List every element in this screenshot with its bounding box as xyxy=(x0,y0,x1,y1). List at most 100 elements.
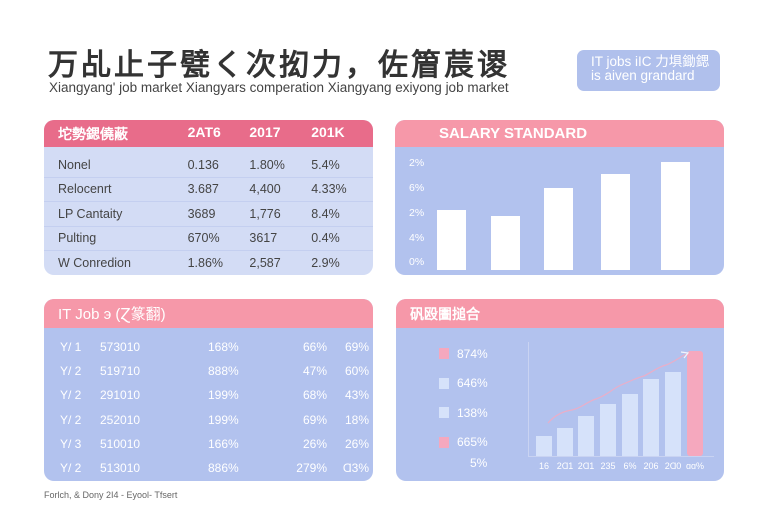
page-title: 万乩止子甓く次抝力，佐篃莀谡 xyxy=(48,48,510,83)
cell: 18% xyxy=(344,412,369,427)
cell: 199% xyxy=(208,388,239,403)
cell: 69% xyxy=(302,412,327,427)
trend-bar xyxy=(643,379,659,456)
cell: 888% xyxy=(208,364,239,379)
table-row: Y/ 3 510010 166% 26% 26% xyxy=(44,432,373,456)
y-tick-label: 6% xyxy=(409,182,425,194)
footer-text: Forlch, & Dony 2I4 - Eyool- Tfsert xyxy=(44,490,178,500)
cell: 3617 xyxy=(249,231,278,246)
cell: 0.136 xyxy=(187,157,219,172)
x-tick-label: 6% xyxy=(623,461,637,471)
cell: 66% xyxy=(302,340,327,355)
cell: 199% xyxy=(208,412,239,427)
trend-bar xyxy=(665,372,681,456)
table-row: W Conredion 1.86% 2,587 2.9% xyxy=(44,251,373,275)
cell: 4.33% xyxy=(311,182,347,197)
y-tick-label: 2% xyxy=(409,157,425,169)
cell: Y/ 2 xyxy=(60,461,82,476)
trend-bar xyxy=(578,416,594,456)
growth-table-title: 坨勢鍶僥蔽 xyxy=(58,125,128,142)
row-label: Pulting xyxy=(58,231,97,246)
y-tick-label: 4% xyxy=(409,232,425,244)
legend-label: 874% xyxy=(457,346,488,361)
table-row: Y/ 2 513010 886% 279% Ɑ3% xyxy=(44,456,373,480)
row-label: LP Cantaity xyxy=(58,206,123,221)
x-tick-label: 2Ɑ1 xyxy=(556,461,574,471)
cell: 1.80% xyxy=(249,157,285,172)
column-header: 2017 xyxy=(249,123,281,140)
page-subtitle: Xiangyang' job market Xiangyars comperat… xyxy=(49,80,509,95)
cell: 60% xyxy=(344,364,369,379)
trend-bar xyxy=(600,404,616,456)
salary-bar xyxy=(491,216,520,270)
cell: Y/ 2 xyxy=(60,364,82,379)
legend-swatch xyxy=(439,407,449,419)
trend-bar xyxy=(622,394,638,456)
cell: 279% xyxy=(296,461,327,476)
x-tick-label: 16 xyxy=(538,461,549,471)
trend-bar xyxy=(557,428,573,456)
y-tick-label: 2% xyxy=(409,207,425,219)
legend-item: 138% xyxy=(439,398,488,428)
legend-swatch xyxy=(439,436,449,448)
cell: 68% xyxy=(302,388,327,403)
x-tick-label: 235 xyxy=(600,461,616,471)
cell: 69% xyxy=(344,340,369,355)
legend-swatch xyxy=(439,348,449,360)
legend-label: 665% xyxy=(457,435,488,450)
y-tick-label: 0% xyxy=(409,256,425,268)
legend-footer: 5% xyxy=(470,456,488,470)
cell: 519710 xyxy=(100,364,141,379)
salary-standard-header: SALARY STANDARD xyxy=(395,120,724,147)
cell: 43% xyxy=(344,388,369,403)
column-header: 2AT6 xyxy=(187,123,221,140)
column-header: 201K xyxy=(311,123,345,140)
table-row: Y/ 2 291010 199% 68% 43% xyxy=(44,383,373,407)
row-label: Relocenrt xyxy=(58,182,112,197)
x-tick-label: 2Ɑ0 xyxy=(664,461,682,471)
cell: 510010 xyxy=(100,436,141,451)
row-label: Nonel xyxy=(58,157,91,172)
salary-bar xyxy=(437,210,466,270)
cell: 1.86% xyxy=(187,256,224,271)
salary-bar xyxy=(601,174,630,270)
cell: Y/ 2 xyxy=(60,412,82,427)
cell: 1,776 xyxy=(249,206,281,221)
badge-line-2: is aiven grandard xyxy=(591,68,695,83)
growth-table-header: 坨勢鍶僥蔽 2AT6 2017 201K xyxy=(44,120,373,147)
table-row: Pulting 670% 3617 0.4% xyxy=(44,227,373,251)
table-row: Nonel 0.136 1.80% 5.4% xyxy=(44,153,373,178)
it-jobs-panel: IT Job э (Ɀ篆翻) Y/ 1 573010 168% 66% 69% … xyxy=(44,299,373,481)
cell: 3.687 xyxy=(187,182,219,197)
cell: Ɑ3% xyxy=(342,461,369,476)
cell: 2.9% xyxy=(311,256,340,271)
salary-standard-panel: SALARY STANDARD 2% 6% 2% 4% 0% xyxy=(395,120,724,275)
cell: 2,587 xyxy=(249,256,281,271)
cell: 168% xyxy=(208,340,239,355)
cell: 166% xyxy=(208,436,239,451)
trend-bar-highlight xyxy=(687,351,703,456)
table-row: Y/ 2 252010 199% 69% 18% xyxy=(44,408,373,432)
cell: Y/ 3 xyxy=(60,436,82,451)
trend-bar xyxy=(536,436,552,456)
cell: 513010 xyxy=(100,461,141,476)
cell: 5.4% xyxy=(311,157,340,172)
y-axis xyxy=(528,342,529,456)
legend-item: 874% xyxy=(439,339,488,369)
growth-table-body: Nonel 0.136 1.80% 5.4% Relocenrt 3.687 4… xyxy=(44,147,373,275)
x-tick-label: ɑɑ% xyxy=(685,461,704,471)
salary-bar xyxy=(661,162,690,270)
it-jobs-table: Y/ 1 573010 168% 66% 69% Y/ 2 519710 888… xyxy=(44,328,373,480)
table-row: Y/ 1 573010 168% 66% 69% xyxy=(44,335,373,359)
table-row: LP Cantaity 3689 1,776 8.4% xyxy=(44,202,373,227)
cell: 26% xyxy=(302,436,327,451)
trend-arrow-icon xyxy=(547,351,690,424)
x-tick-label: 206 xyxy=(643,461,659,471)
trend-panel: 矾殴圕搥合 874% 646% 138% 665% 5% 16 2Ɑ1 2Ɑ1 … xyxy=(396,299,724,481)
growth-table-panel: 坨勢鍶僥蔽 2AT6 2017 201K Nonel 0.136 1.80% 5… xyxy=(44,120,373,275)
legend-item: 665% xyxy=(439,428,488,458)
cell: Y/ 1 xyxy=(60,340,82,355)
salary-bar xyxy=(544,188,573,270)
cell: 26% xyxy=(344,436,369,451)
cell: 291010 xyxy=(100,388,141,403)
